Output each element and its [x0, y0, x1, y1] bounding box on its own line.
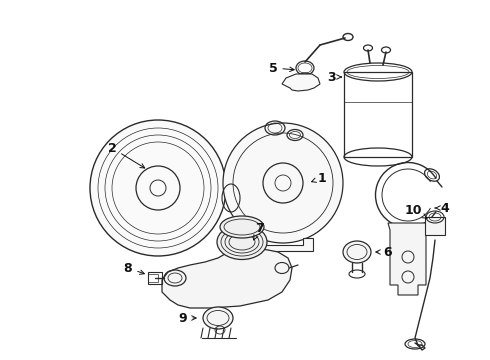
Bar	[148, 272, 162, 284]
Text: 9: 9	[179, 311, 196, 324]
Polygon shape	[282, 74, 320, 91]
Polygon shape	[388, 223, 428, 295]
Ellipse shape	[203, 307, 233, 329]
Ellipse shape	[220, 216, 264, 238]
Ellipse shape	[217, 225, 267, 260]
Ellipse shape	[343, 241, 371, 263]
Polygon shape	[162, 248, 292, 308]
Text: 6: 6	[376, 246, 392, 258]
Bar	[344, 72, 412, 157]
Circle shape	[90, 120, 226, 256]
Text: 5: 5	[269, 62, 294, 75]
Text: 4: 4	[435, 202, 449, 215]
Text: 3: 3	[327, 71, 342, 84]
Text: 2: 2	[108, 141, 145, 168]
Text: 7: 7	[254, 221, 265, 240]
Bar	[148, 274, 158, 282]
Polygon shape	[253, 238, 313, 251]
Circle shape	[223, 123, 343, 243]
Bar	[425, 217, 445, 235]
Text: 1: 1	[312, 171, 326, 185]
Text: 8: 8	[123, 261, 145, 274]
Text: 10: 10	[404, 203, 427, 218]
